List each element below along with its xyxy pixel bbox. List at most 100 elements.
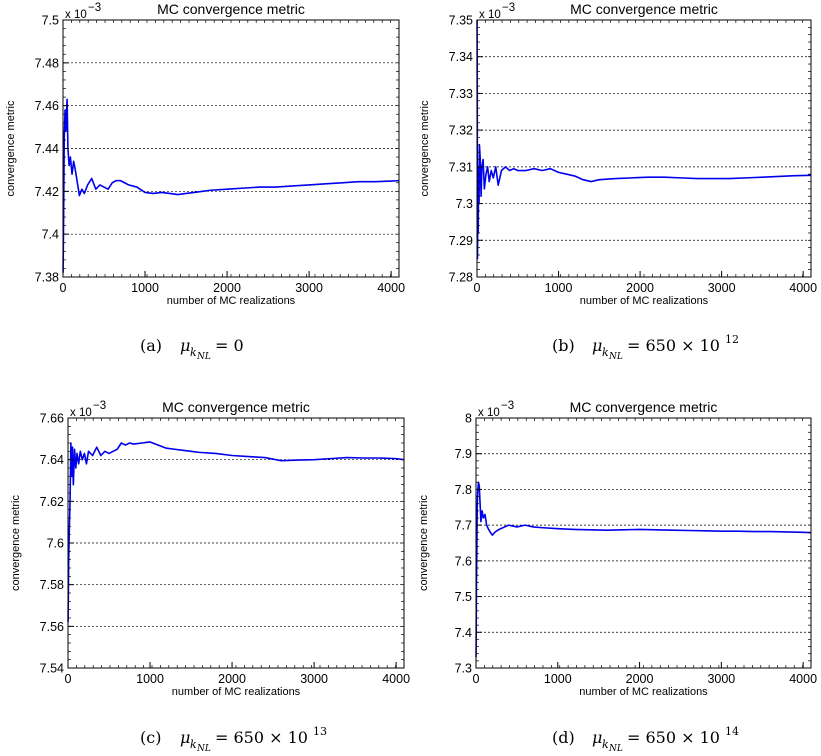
y-tick-label: 7.28 bbox=[449, 271, 473, 285]
caption-label: (b) bbox=[552, 336, 575, 355]
y-tick-label: 7.6 bbox=[47, 537, 64, 551]
y-tick-label: 7.58 bbox=[40, 578, 64, 592]
x-tick-label: 4000 bbox=[789, 672, 817, 686]
y-axis-label: convergence metric bbox=[419, 100, 431, 196]
y-tick-label: 7.34 bbox=[449, 50, 473, 64]
series-line bbox=[67, 441, 405, 623]
y-tick-label: 7.46 bbox=[35, 99, 59, 113]
y-tick-label: 7.33 bbox=[449, 87, 473, 101]
caption-symbol: μ bbox=[180, 728, 190, 747]
caption-rhs: = 0 bbox=[215, 336, 244, 355]
chart-panel-b: 0 1000 2000 3000 4000 7.28 7.29 7.3 7.31 7.32 7.33… bbox=[419, 1, 817, 362]
y-tick-label: 7.5 bbox=[42, 14, 59, 28]
caption-label: (d) bbox=[552, 728, 575, 747]
caption-sub-nl: NL bbox=[608, 744, 623, 754]
series-line bbox=[62, 98, 400, 273]
y-scale-exponent: −3 bbox=[93, 400, 106, 412]
caption-sub-k: k bbox=[190, 346, 197, 359]
y-axis-label: convergence metric bbox=[418, 495, 430, 591]
y-tick-label: 7.32 bbox=[449, 124, 473, 138]
y-tick-label: 7.3 bbox=[455, 662, 472, 676]
caption-symbol: μ bbox=[592, 728, 602, 747]
caption-sub-k: k bbox=[190, 738, 197, 751]
x-tick-label: 2000 bbox=[213, 281, 241, 295]
y-scale-exponent: −3 bbox=[88, 2, 101, 14]
y-tick-label: 7.42 bbox=[35, 185, 59, 199]
chart-title: MC convergence metric bbox=[162, 399, 310, 415]
plot-frame bbox=[475, 417, 812, 669]
panel-caption: (c) μ k NL = 650 × 10 13 bbox=[140, 725, 327, 754]
caption-label: (a) bbox=[140, 336, 162, 355]
x-tick-label: 1000 bbox=[545, 281, 573, 295]
y-axis-label: convergence metric bbox=[10, 495, 22, 591]
y-tick-label: 7.9 bbox=[455, 447, 472, 461]
y-tick-label: 7.35 bbox=[449, 14, 473, 28]
y-scale-exponent: −3 bbox=[502, 2, 515, 14]
plot-frame bbox=[476, 19, 812, 278]
x-tick-label: 4000 bbox=[377, 281, 405, 295]
caption-superscript: 13 bbox=[313, 725, 327, 738]
caption-superscript: 12 bbox=[725, 333, 739, 346]
y-tick-label: 7.3 bbox=[456, 197, 473, 211]
caption-label: (c) bbox=[140, 728, 161, 747]
y-tick-label: 7.48 bbox=[35, 56, 59, 70]
x-axis-label: number of MC realizations bbox=[172, 686, 301, 698]
chart-panel-c: 0 1000 2000 3000 4000 7.54 7.56 7.58 7.6 7.62 7.64… bbox=[10, 399, 410, 754]
chart-title: MC convergence metric bbox=[570, 399, 718, 415]
y-scale-label: x 10 bbox=[65, 9, 87, 21]
y-scale-exponent: −3 bbox=[501, 400, 514, 412]
y-tick-label: 7.31 bbox=[449, 160, 473, 174]
caption-symbol: μ bbox=[592, 336, 602, 355]
x-tick-label: 2000 bbox=[218, 672, 246, 686]
y-tick-label: 7.6 bbox=[455, 554, 472, 568]
panel-caption: (a) μ k NL = 0 bbox=[140, 336, 244, 362]
x-tick-label: 3000 bbox=[708, 281, 736, 295]
y-tick-label: 7.44 bbox=[35, 142, 59, 156]
x-tick-label: 0 bbox=[474, 281, 481, 295]
y-tick-label: 7.4 bbox=[42, 228, 59, 242]
y-tick-label: 8 bbox=[465, 412, 472, 426]
y-tick-label: 7.5 bbox=[455, 590, 472, 604]
y-tick-label: 7.62 bbox=[40, 495, 64, 509]
chart-title: MC convergence metric bbox=[157, 1, 305, 17]
series-line bbox=[476, 19, 812, 260]
x-tick-label: 3000 bbox=[707, 672, 735, 686]
x-axis-label: number of MC realizations bbox=[580, 295, 709, 307]
x-tick-label: 1000 bbox=[131, 281, 159, 295]
chart-panel-d: 0 1000 2000 3000 4000 7.3 7.4 7.5 7.6 7.7 7.8 7.9 8 M… bbox=[418, 399, 817, 754]
x-tick-label: 3000 bbox=[295, 281, 323, 295]
y-tick-label: 7.66 bbox=[40, 412, 64, 426]
x-axis-label: number of MC realizations bbox=[167, 295, 296, 307]
caption-symbol: μ bbox=[180, 336, 190, 355]
y-scale-label: x 10 bbox=[70, 407, 92, 419]
x-tick-label: 4000 bbox=[382, 672, 410, 686]
x-axis-label: number of MC realizations bbox=[579, 686, 708, 698]
caption-superscript: 14 bbox=[725, 725, 739, 738]
caption-sub-k: k bbox=[602, 738, 609, 751]
x-tick-label: 2000 bbox=[626, 281, 654, 295]
x-tick-label: 1000 bbox=[544, 672, 572, 686]
y-tick-label: 7.7 bbox=[455, 519, 472, 533]
y-tick-label: 7.38 bbox=[35, 271, 59, 285]
x-tick-label: 4000 bbox=[789, 281, 817, 295]
caption-sub-nl: NL bbox=[196, 352, 211, 362]
y-scale-label: x 10 bbox=[479, 9, 501, 21]
y-tick-label: 7.8 bbox=[455, 483, 472, 497]
y-scale-label: x 10 bbox=[478, 407, 500, 419]
caption-sub-nl: NL bbox=[608, 352, 623, 362]
x-tick-label: 1000 bbox=[136, 672, 164, 686]
x-tick-label: 3000 bbox=[300, 672, 328, 686]
y-tick-label: 7.29 bbox=[449, 234, 473, 248]
panel-caption: (b) μ k NL = 650 × 10 12 bbox=[552, 333, 739, 362]
x-tick-label: 0 bbox=[65, 672, 72, 686]
chart-title: MC convergence metric bbox=[570, 1, 718, 17]
y-tick-label: 7.54 bbox=[40, 662, 64, 676]
x-tick-label: 0 bbox=[60, 281, 67, 295]
caption-rhs: = 650 × 10 bbox=[627, 728, 720, 747]
caption-rhs: = 650 × 10 bbox=[627, 336, 720, 355]
x-tick-label: 2000 bbox=[626, 672, 654, 686]
y-axis-label: convergence metric bbox=[5, 100, 17, 196]
y-tick-label: 7.56 bbox=[40, 620, 64, 634]
panel-caption: (d) μ k NL = 650 × 10 14 bbox=[552, 725, 739, 754]
